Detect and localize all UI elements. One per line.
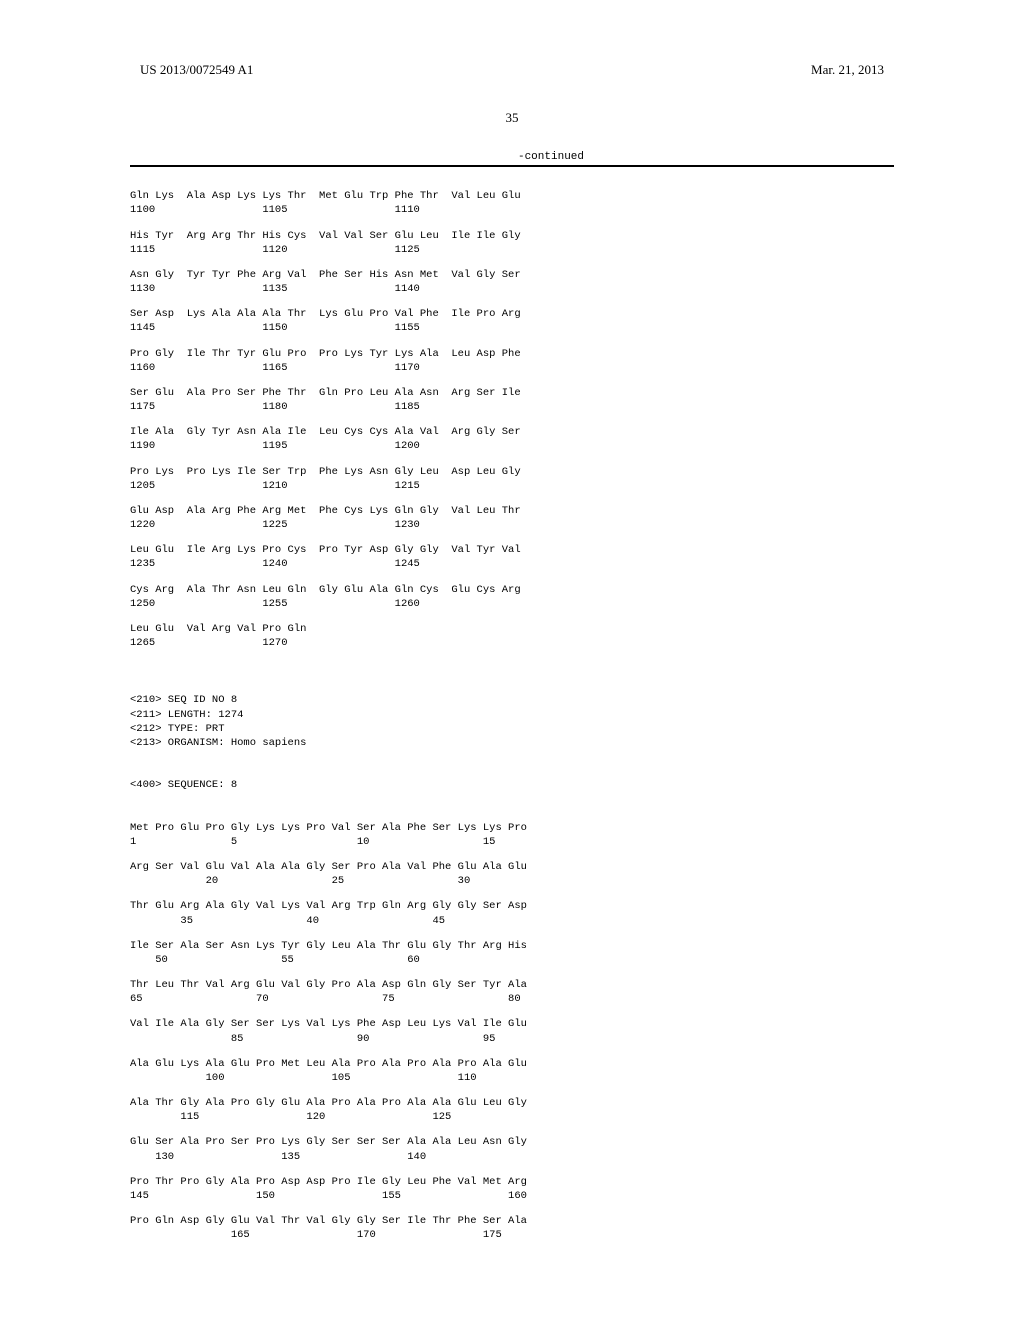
sequence-row: His Tyr Arg Arg Thr His Cys Val Val Ser … — [130, 229, 954, 257]
sequence-row: Ser Asp Lys Ala Ala Ala Thr Lys Glu Pro … — [130, 307, 954, 335]
divider — [130, 165, 894, 167]
sequence-content: Gln Lys Ala Asp Lys Lys Thr Met Glu Trp … — [130, 175, 954, 1282]
sequence-row: Arg Ser Val Glu Val Ala Ala Gly Ser Pro … — [130, 860, 954, 888]
sequence-row: Ala Thr Gly Ala Pro Gly Glu Ala Pro Ala … — [130, 1096, 954, 1124]
sequence-row: Ser Glu Ala Pro Ser Phe Thr Gln Pro Leu … — [130, 386, 954, 414]
sequence-row: Cys Arg Ala Thr Asn Leu Gln Gly Glu Ala … — [130, 583, 954, 611]
sequence-row: Pro Gln Asp Gly Glu Val Thr Val Gly Gly … — [130, 1214, 954, 1242]
continued-label: -continued — [70, 151, 584, 163]
sequence-row: Leu Glu Ile Arg Lys Pro Cys Pro Tyr Asp … — [130, 543, 954, 571]
sequence-row: Glu Ser Ala Pro Ser Pro Lys Gly Ser Ser … — [130, 1135, 954, 1163]
sequence-row: Gln Lys Ala Asp Lys Lys Thr Met Glu Trp … — [130, 189, 954, 217]
sequence-row: Thr Leu Thr Val Arg Glu Val Gly Pro Ala … — [130, 978, 954, 1006]
sequence-row: Ala Glu Lys Ala Glu Pro Met Leu Ala Pro … — [130, 1057, 954, 1085]
sequence-row: Val Ile Ala Gly Ser Ser Lys Val Lys Phe … — [130, 1017, 954, 1045]
sequence-row: Glu Asp Ala Arg Phe Arg Met Phe Cys Lys … — [130, 504, 954, 532]
sequence-row: Ile Ala Gly Tyr Asn Ala Ile Leu Cys Cys … — [130, 425, 954, 453]
sequence-row: Pro Lys Pro Lys Ile Ser Trp Phe Lys Asn … — [130, 465, 954, 493]
sequence-row: Pro Gly Ile Thr Tyr Glu Pro Pro Lys Tyr … — [130, 347, 954, 375]
sequence-row: Leu Glu Val Arg Val Pro Gln 1265 1270 — [130, 622, 954, 650]
sequence-header: <400> SEQUENCE: 8 — [130, 778, 954, 792]
sequence-row: Pro Thr Pro Gly Ala Pro Asp Asp Pro Ile … — [130, 1175, 954, 1203]
sequence-row: Met Pro Glu Pro Gly Lys Lys Pro Val Ser … — [130, 821, 954, 849]
publication-date: Mar. 21, 2013 — [811, 62, 884, 78]
sequence-row: Asn Gly Tyr Tyr Phe Arg Val Phe Ser His … — [130, 268, 954, 296]
publication-number: US 2013/0072549 A1 — [140, 62, 253, 78]
sequence-row: Ile Ser Ala Ser Asn Lys Tyr Gly Leu Ala … — [130, 939, 954, 967]
sequence-row: Thr Glu Arg Ala Gly Val Lys Val Arg Trp … — [130, 899, 954, 927]
sequence-metadata: <210> SEQ ID NO 8 <211> LENGTH: 1274 <21… — [130, 693, 954, 750]
page-number: 35 — [70, 110, 954, 126]
